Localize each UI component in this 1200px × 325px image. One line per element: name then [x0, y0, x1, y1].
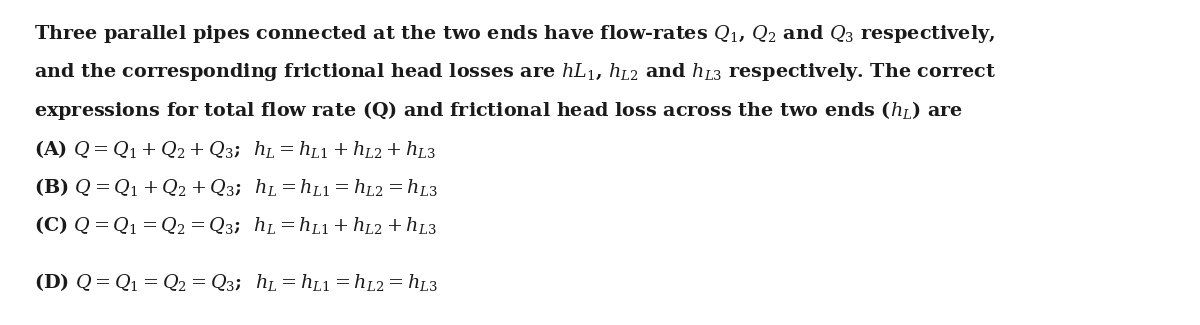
Text: (C) $Q = Q_1 = Q_2 = Q_3$;  $h_L = h_{L1} + h_{L2} + h_{L3}$: (C) $Q = Q_1 = Q_2 = Q_3$; $h_L = h_{L1}… [34, 214, 437, 237]
Text: and the corresponding frictional head losses are $hL_1$, $h_{L2}$ and $h_{L3}$ r: and the corresponding frictional head lo… [34, 61, 996, 83]
Text: (A) $Q = Q_1 + Q_2 + Q_3$;  $h_L = h_{L1} + h_{L2} + h_{L3}$: (A) $Q = Q_1 + Q_2 + Q_3$; $h_L = h_{L1}… [34, 138, 436, 160]
Text: (B) $Q = Q_1 + Q_2 + Q_3$;  $h_L = h_{L1} = h_{L2} = h_{L3}$: (B) $Q = Q_1 + Q_2 + Q_3$; $h_L = h_{L1}… [34, 176, 437, 198]
Text: expressions for total flow rate (Q) and frictional head loss across the two ends: expressions for total flow rate (Q) and … [34, 99, 962, 123]
Text: Three parallel pipes connected at the two ends have flow-rates $Q_1$, $Q_2$ and : Three parallel pipes connected at the tw… [34, 23, 995, 45]
Text: (D) $Q = Q_1 = Q_2 = Q_3$;  $h_L = h_{L1} = h_{L2} = h_{L3}$: (D) $Q = Q_1 = Q_2 = Q_3$; $h_L = h_{L1}… [34, 271, 438, 293]
